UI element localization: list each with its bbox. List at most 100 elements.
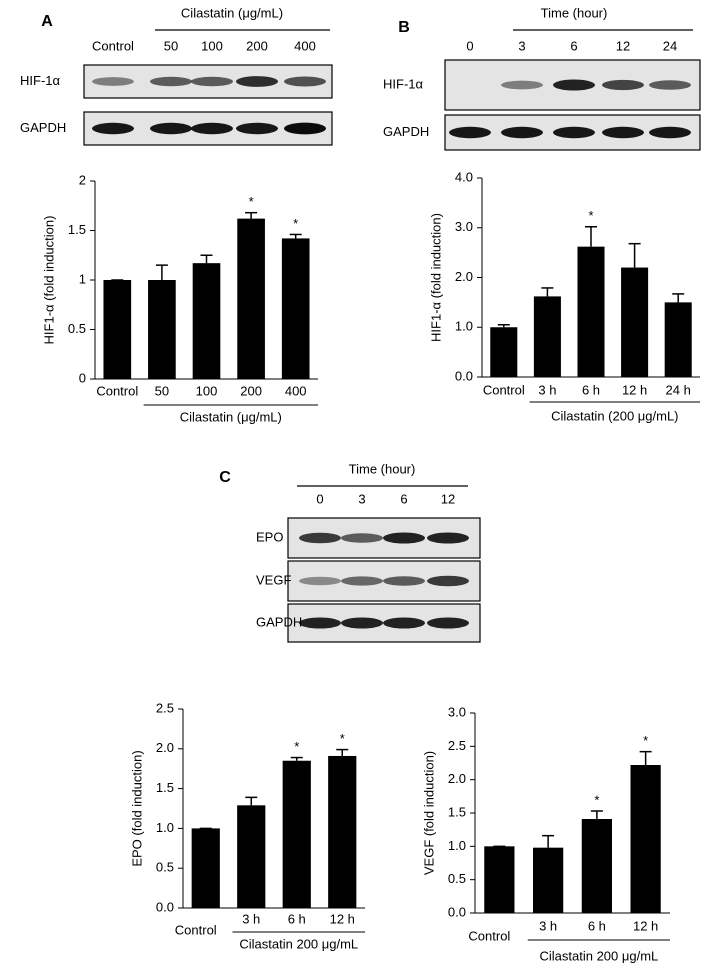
y-axis-label: HIF1-α (fold induction) bbox=[428, 213, 443, 342]
x-tick-label: 24 h bbox=[666, 382, 691, 397]
y-tick-label: 0 bbox=[79, 370, 86, 385]
lane-label: 12 bbox=[441, 491, 455, 506]
blot-band bbox=[649, 126, 691, 139]
panel-label: C bbox=[219, 469, 231, 486]
bar bbox=[191, 828, 220, 908]
lane-label: 0 bbox=[466, 38, 473, 53]
lane-label: 24 bbox=[663, 38, 677, 53]
blot-band bbox=[150, 122, 192, 135]
bar bbox=[577, 246, 605, 377]
blot-band bbox=[284, 122, 326, 135]
blot-band bbox=[236, 76, 278, 87]
lane-label: 3 bbox=[358, 491, 365, 506]
y-tick-label: 0.5 bbox=[448, 871, 466, 886]
blot-header: Cilastatin (μg/mL) bbox=[181, 5, 283, 20]
y-tick-label: 0.0 bbox=[156, 899, 174, 914]
x-tick-label: Control bbox=[96, 383, 138, 398]
blot-band bbox=[150, 76, 192, 87]
lane-label: 6 bbox=[570, 38, 577, 53]
y-tick-label: 1.0 bbox=[448, 838, 466, 853]
blot-band bbox=[299, 617, 341, 629]
x-tick-label: 12 h bbox=[633, 918, 658, 933]
bar bbox=[237, 805, 266, 908]
x-tick-label: Control bbox=[175, 922, 217, 937]
x-tick-label: 6 h bbox=[288, 911, 306, 926]
y-tick-label: 2.5 bbox=[448, 738, 466, 753]
y-tick-label: 1.0 bbox=[156, 820, 174, 835]
row-label: HIF-1α bbox=[20, 73, 61, 88]
x-tick-label: 3 h bbox=[539, 918, 557, 933]
blot-band bbox=[449, 126, 491, 139]
lane-label: 100 bbox=[201, 38, 223, 53]
blot-band bbox=[341, 576, 383, 586]
blot-band bbox=[501, 80, 543, 90]
panel-label: B bbox=[398, 19, 410, 36]
y-tick-label: 2.0 bbox=[455, 269, 473, 284]
blot-band bbox=[501, 126, 543, 139]
blot-band bbox=[191, 76, 233, 87]
lane-label: 50 bbox=[164, 38, 178, 53]
bar bbox=[237, 218, 265, 379]
lane-label: 200 bbox=[246, 38, 268, 53]
blot-band bbox=[341, 617, 383, 629]
blot-header: Time (hour) bbox=[541, 5, 608, 20]
significance-mark: * bbox=[340, 731, 345, 746]
blot-band bbox=[602, 79, 644, 91]
bar bbox=[533, 296, 561, 377]
blot-band bbox=[383, 576, 425, 586]
bar bbox=[621, 267, 649, 377]
y-tick-label: 1.0 bbox=[455, 319, 473, 334]
bar bbox=[192, 263, 221, 379]
blot-band bbox=[299, 532, 341, 544]
bar bbox=[581, 819, 612, 913]
y-tick-label: 0.5 bbox=[156, 860, 174, 875]
y-tick-label: 1.5 bbox=[448, 804, 466, 819]
blot-band bbox=[427, 532, 469, 544]
lane-label: Control bbox=[92, 38, 134, 53]
y-tick-label: 2.5 bbox=[156, 700, 174, 715]
bar bbox=[103, 280, 132, 379]
blot-band bbox=[427, 617, 469, 629]
y-tick-label: 1.5 bbox=[68, 222, 86, 237]
blot-band bbox=[553, 126, 595, 139]
blot-band bbox=[236, 122, 278, 135]
significance-mark: * bbox=[293, 216, 298, 231]
y-tick-label: 0.0 bbox=[448, 904, 466, 919]
x-axis-label: Cilastatin 200 μg/mL bbox=[539, 948, 658, 963]
bar bbox=[328, 755, 357, 908]
bar bbox=[630, 765, 661, 913]
row-label: EPO bbox=[256, 529, 283, 544]
x-axis-label: Cilastatin (μg/mL) bbox=[180, 409, 282, 424]
y-tick-label: 2 bbox=[79, 172, 86, 187]
y-tick-label: 1.5 bbox=[156, 780, 174, 795]
y-tick-label: 1 bbox=[79, 271, 86, 286]
blot-band bbox=[649, 80, 691, 90]
bar bbox=[148, 280, 176, 379]
x-tick-label: 12 h bbox=[330, 911, 355, 926]
significance-mark: * bbox=[594, 792, 599, 807]
x-tick-label: 12 h bbox=[622, 382, 647, 397]
row-label: HIF-1α bbox=[383, 76, 424, 91]
lane-label: 3 bbox=[518, 38, 525, 53]
y-tick-label: 0.5 bbox=[68, 321, 86, 336]
row-label: GAPDH bbox=[383, 124, 429, 139]
significance-mark: * bbox=[249, 194, 254, 209]
blot-band bbox=[427, 575, 469, 587]
blot-band bbox=[383, 617, 425, 629]
y-axis-label: EPO (fold induction) bbox=[129, 750, 144, 866]
significance-mark: * bbox=[588, 208, 593, 223]
blot-band bbox=[92, 122, 134, 135]
lane-label: 6 bbox=[400, 491, 407, 506]
x-tick-label: 6 h bbox=[588, 918, 606, 933]
blot-band bbox=[92, 77, 134, 86]
row-label: VEGF bbox=[256, 572, 291, 587]
blot-band bbox=[553, 79, 595, 91]
x-tick-label: 100 bbox=[196, 383, 218, 398]
x-tick-label: Control bbox=[468, 928, 510, 943]
bar bbox=[484, 846, 515, 913]
bar bbox=[282, 760, 311, 908]
blot-band bbox=[602, 126, 644, 139]
blot-band bbox=[383, 532, 425, 544]
x-tick-label: 6 h bbox=[582, 382, 600, 397]
